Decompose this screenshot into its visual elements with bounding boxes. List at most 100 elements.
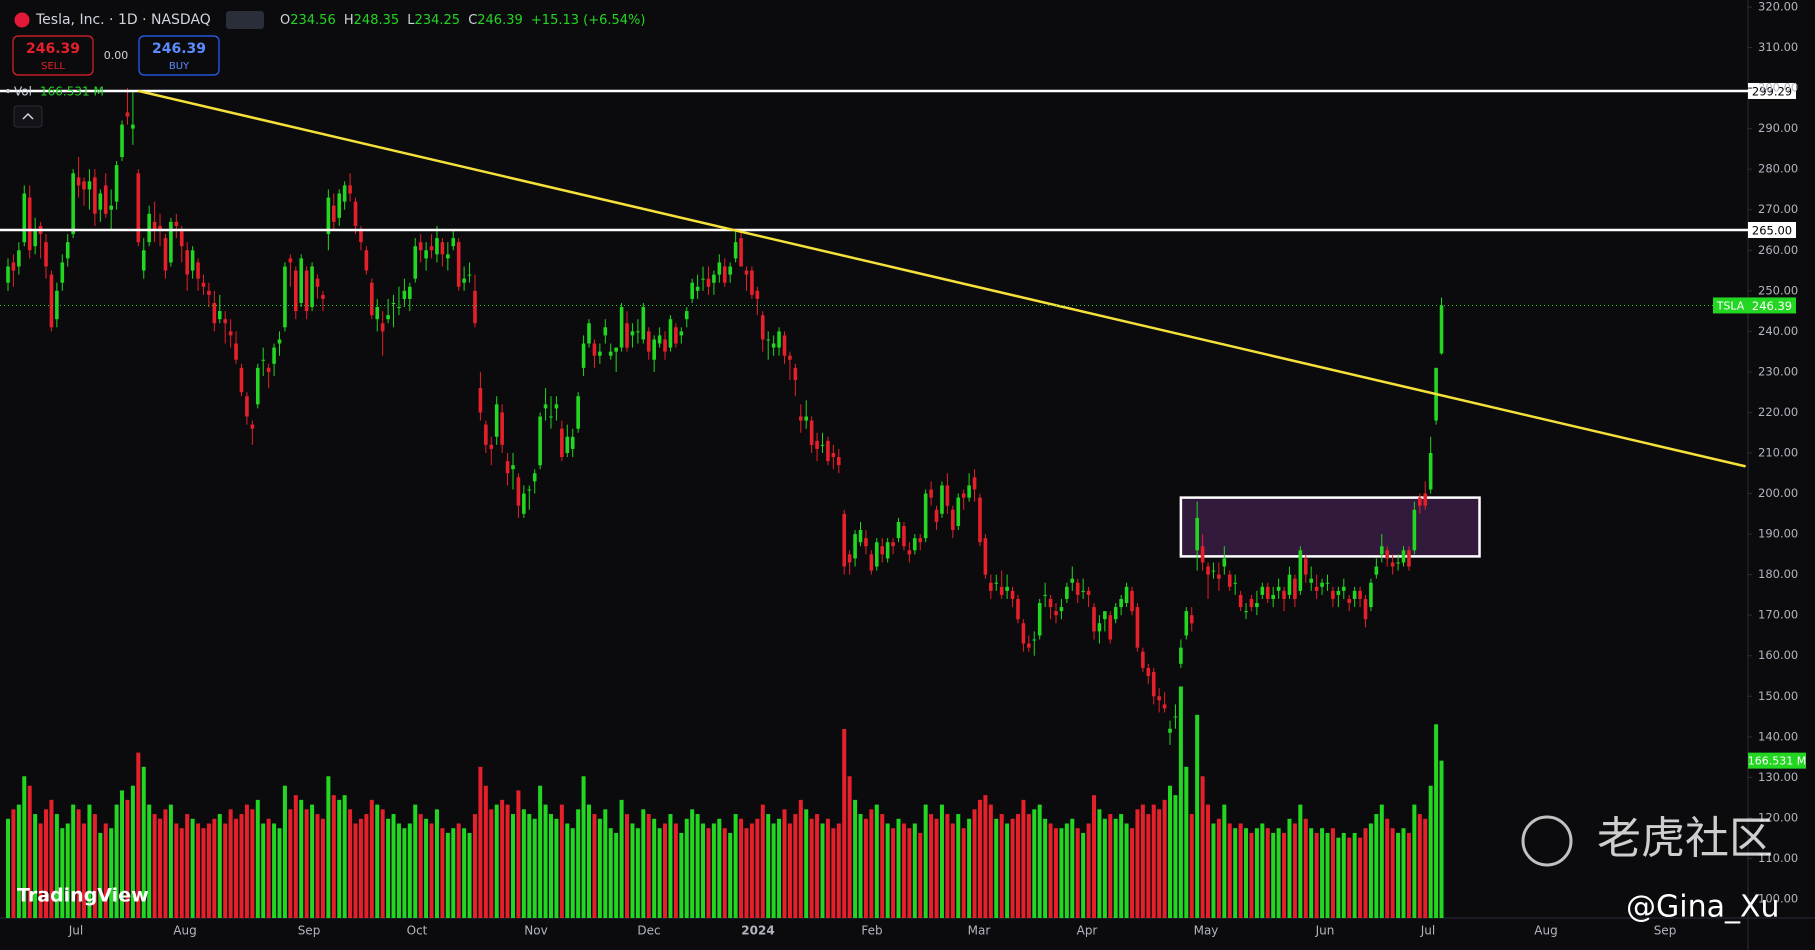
x-tick-label: Oct: [407, 924, 428, 938]
candle-body: [353, 201, 358, 226]
volume-bar: [288, 809, 293, 918]
volume-bar: [386, 818, 391, 918]
volume-bar: [853, 799, 858, 918]
volume-bar: [521, 809, 526, 918]
x-tick-label: Aug: [1534, 924, 1557, 938]
candle-body: [114, 165, 119, 202]
volume-bar: [565, 823, 570, 918]
volume-bar: [918, 832, 923, 918]
candle-body: [956, 497, 961, 526]
volume-bar: [831, 828, 836, 918]
ohlc-key: O: [280, 13, 290, 28]
y-tick-label: 180.00: [1758, 567, 1798, 581]
volume-bar: [228, 809, 233, 918]
volume-bar: [652, 818, 657, 918]
candle-body: [456, 242, 461, 287]
candle-body: [1108, 615, 1113, 640]
volume-bar: [679, 832, 684, 918]
volume-bar: [1059, 828, 1064, 918]
indicator-toggle[interactable]: [226, 11, 264, 29]
level-tag-label: 299.29: [1752, 84, 1792, 98]
volume-bar: [1396, 832, 1401, 918]
y-tick-label: 210.00: [1758, 446, 1798, 460]
candle-body: [1065, 586, 1069, 599]
volume-bar: [1135, 809, 1140, 918]
candle-body: [1016, 598, 1020, 620]
volume-bar: [120, 790, 125, 918]
volume-bar: [337, 799, 342, 918]
candle-body: [587, 323, 591, 344]
x-tick-label: Sep: [298, 924, 321, 938]
volume-bar: [711, 823, 716, 918]
y-tick-label: 110.00: [1758, 851, 1798, 865]
volume-bar: [825, 818, 830, 918]
volume-bar: [494, 804, 499, 918]
volume-bar: [614, 832, 619, 918]
candle-body: [1314, 586, 1319, 591]
volume-bar: [587, 804, 592, 918]
x-tick-label: Sep: [1654, 924, 1677, 938]
tradingview-logo: TradingView: [17, 885, 149, 907]
candle-body: [755, 290, 760, 299]
volume-bar: [16, 804, 21, 918]
symbol-icon: [14, 12, 30, 28]
volume-bar: [141, 766, 146, 918]
volume-bar: [934, 818, 939, 918]
volume-bar: [310, 804, 315, 918]
volume-bar: [472, 814, 477, 918]
candle-body: [1048, 598, 1053, 608]
line-layer: 299.29 265.00 TSLA 246.39 166.531 M: [0, 82, 1806, 769]
volume-bar: [456, 823, 461, 918]
sell-button[interactable]: [12, 35, 94, 76]
y-tick-label: 310.00: [1758, 40, 1798, 54]
sell-label: SELL: [41, 61, 65, 72]
volume-bar: [261, 823, 266, 918]
volume-bar: [1005, 823, 1010, 918]
candle-body: [348, 185, 352, 194]
volume-bar: [1178, 686, 1183, 918]
candle-body: [831, 453, 836, 458]
candle-body: [1396, 562, 1400, 564]
candle-body: [1113, 607, 1118, 620]
candle-body: [1265, 586, 1270, 599]
candle-body: [228, 331, 233, 336]
candle-body: [918, 538, 923, 543]
y-tick-label: 260.00: [1758, 243, 1798, 257]
candle-body: [375, 307, 380, 320]
candle-body: [913, 538, 917, 551]
volume-bar: [60, 828, 65, 918]
volume-bar: [956, 814, 961, 918]
volume-bar: [728, 832, 733, 918]
symbol-title[interactable]: Tesla, Inc. · 1D · NASDAQ: [35, 12, 211, 28]
volume-bar: [1292, 823, 1297, 918]
author-watermark: @Gina_Xu: [1626, 890, 1780, 925]
candle-body: [190, 250, 195, 271]
candle-body: [65, 242, 70, 259]
buy-button[interactable]: [138, 35, 220, 76]
volume-bar: [358, 818, 363, 918]
volume-bar: [516, 790, 521, 918]
volume-bar: [1314, 832, 1319, 918]
volume-bar: [1412, 804, 1417, 918]
volume-bar: [1173, 795, 1178, 918]
candle-body: [1059, 607, 1064, 612]
candle-body: [652, 339, 656, 360]
candle-body: [1244, 611, 1248, 613]
volume-bar: [755, 818, 760, 918]
candle-body: [494, 404, 499, 437]
volume-bar: [1265, 828, 1270, 918]
volume-bar: [749, 823, 754, 918]
candle-body: [364, 250, 369, 271]
collapse-button[interactable]: [13, 105, 43, 128]
candle-body: [446, 254, 450, 259]
volume-bar: [994, 818, 999, 918]
candle-body: [321, 294, 325, 299]
candle-body: [576, 396, 580, 429]
candle-body: [527, 489, 532, 491]
volume-bar: [440, 828, 445, 918]
candle-body: [978, 497, 982, 543]
volume-bar: [71, 804, 76, 918]
volume-bar: [206, 823, 211, 918]
volume-bar: [532, 818, 537, 918]
